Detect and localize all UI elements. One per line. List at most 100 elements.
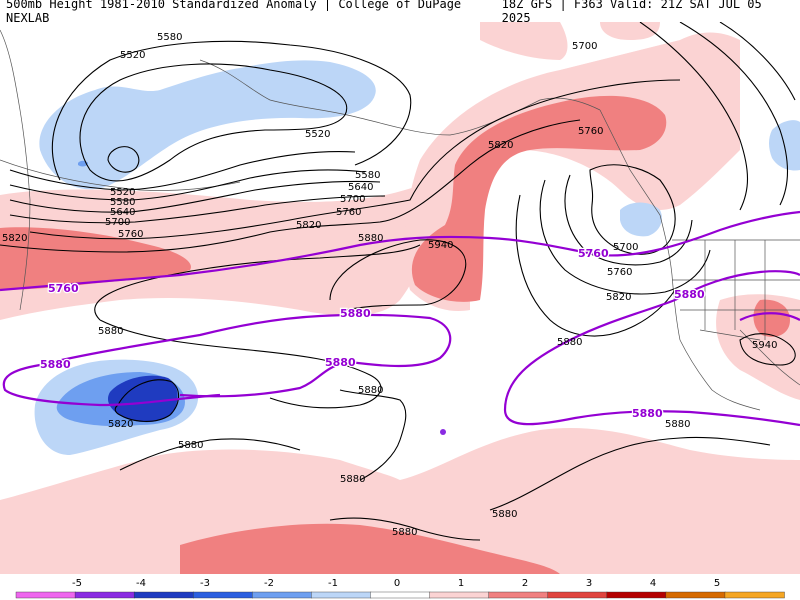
- anomaly-pos-mid-west: [0, 227, 191, 290]
- colorbar-segment: [488, 591, 549, 599]
- purple-5880-right-loop: [739, 312, 800, 321]
- anomaly-pos-light-west-band: [0, 185, 431, 320]
- contour-5820: [0, 119, 581, 253]
- anomaly-pos-mid-east-small: [753, 299, 790, 337]
- contour-5640: [9, 180, 381, 213]
- header-left-title: 500mb Height 1981-2010 Standardized Anom…: [6, 0, 462, 25]
- label-black-12: 5760: [336, 207, 361, 218]
- colorbar-segment: [606, 591, 667, 599]
- colorbar-tick-label: 2: [522, 578, 528, 589]
- anomaly-pos-mid-south: [180, 523, 560, 574]
- header-right-title: 18Z GFS | F363 Valid: 21Z SAT JUL 05 202…: [501, 0, 762, 25]
- contour-5880-middle: [99, 319, 382, 409]
- colorbar-tick-label: 0: [394, 578, 400, 589]
- coastline-alaska: [199, 59, 601, 136]
- contour-5940-east: [739, 333, 796, 366]
- label-black-28: 5880: [178, 440, 203, 451]
- label-black-5: 5700: [340, 194, 365, 205]
- colorbar-segment: [133, 591, 194, 599]
- label-black-0: 5580: [157, 32, 182, 43]
- contour-5580-south: [9, 169, 366, 201]
- label-black-30: 5880: [492, 509, 517, 520]
- border-us-mexico: [699, 329, 761, 341]
- anomaly-hawaii-dot: [440, 429, 446, 435]
- label-black-15: 5880: [98, 326, 123, 337]
- label-black-2: 5520: [305, 129, 330, 140]
- anomaly-neg-dark-west-low: [107, 375, 178, 423]
- contour-5880-central: [339, 389, 407, 481]
- colorbar-bar: [15, 591, 785, 599]
- colorbar-tick-label: -2: [264, 578, 274, 589]
- contour-5700: [9, 195, 386, 224]
- label-black-9: 5700: [105, 217, 130, 228]
- label-black-11: 5820: [2, 233, 27, 244]
- purple-5880-middle: [39, 313, 452, 398]
- black-contour-labels: 5580 5520 5520 5580 5640 5700 5520 5580 …: [2, 32, 777, 538]
- purple-5880-east-upper: [674, 270, 800, 301]
- contour-5820-east: [539, 179, 711, 295]
- colorbar-tick-label: -1: [328, 578, 338, 589]
- contour-5760-east: [564, 174, 693, 266]
- contour-trough-5700: [589, 164, 676, 255]
- label-purple-0: 5760: [48, 282, 79, 295]
- colorbar-segment: [547, 591, 608, 599]
- anomaly-colorbar: -5 -4 -3 -2 -1 0 1 2 3 4 5: [0, 574, 800, 600]
- label-black-29: 5880: [340, 474, 365, 485]
- label-black-20: 5880: [557, 337, 582, 348]
- label-black-10: 5760: [118, 229, 143, 240]
- colorbar-segment: [311, 591, 372, 599]
- label-black-4: 5640: [348, 182, 373, 193]
- contour-right-northeast-2: [679, 22, 788, 206]
- contour-right-northeast-3: [719, 22, 796, 101]
- purple-contour-labels: 5760 5760 5880 5880 5880 5880 5880: [39, 246, 706, 422]
- colorbar-segment: [370, 591, 431, 599]
- anomaly-pos-light-top-middle: [480, 22, 568, 60]
- label-black-24: 5880: [358, 385, 383, 396]
- label-black-14: 5880: [358, 233, 383, 244]
- climatology-contours-purple: [0, 210, 800, 427]
- contour-5520-inner: [79, 63, 348, 182]
- coastline-baja: [679, 339, 761, 411]
- label-black-1: 5520: [120, 50, 145, 61]
- contour-right-northeast-1: [639, 22, 748, 211]
- label-purple-5: 5880: [674, 288, 705, 301]
- colorbar-segment: [74, 591, 135, 599]
- contour-5880-east: [515, 194, 676, 337]
- colorbar-segment: [665, 591, 726, 599]
- label-black-16: 5940: [428, 240, 453, 251]
- label-black-6: 5520: [110, 187, 135, 198]
- label-black-17: 5700: [572, 41, 597, 52]
- purple-5760: [0, 210, 800, 292]
- contour-west-low-5820: [114, 379, 180, 422]
- label-purple-6: 5880: [632, 407, 663, 420]
- colorbar-tick-label: -3: [200, 578, 210, 589]
- contour-5520-south: [9, 151, 356, 191]
- label-black-21: 5700: [613, 242, 638, 253]
- label-purple-2: 5880: [340, 307, 371, 320]
- map-canvas: 5580 5520 5520 5580 5640 5700 5520 5580 …: [0, 22, 800, 574]
- label-black-23: 5820: [606, 292, 631, 303]
- label-purple-1: 5760: [578, 247, 609, 260]
- anomaly-neg-light-low-center: [620, 202, 662, 237]
- purple-5880-east: [503, 298, 800, 427]
- map-header: 500mb Height 1981-2010 Standardized Anom…: [0, 0, 800, 25]
- colorbar-segment: [429, 591, 490, 599]
- purple-5880-west-arc: [2, 363, 221, 407]
- colorbar-tick-labels: -5 -4 -3 -2 -1 0 1 2 3 4 5: [72, 578, 720, 589]
- anomaly-shading: [0, 22, 800, 574]
- coastlines: [0, 29, 800, 411]
- label-black-26: 5880: [665, 419, 690, 430]
- contour-5880-south-west: [119, 438, 301, 471]
- label-black-27: 5820: [108, 419, 133, 430]
- contour-5520-low-core: [107, 146, 140, 173]
- anomaly-neg-light-northwest: [39, 60, 376, 190]
- colorbar-tick-label: -4: [136, 578, 146, 589]
- label-black-31: 5880: [392, 527, 417, 538]
- colorbar-segment: [15, 591, 76, 599]
- height-contours-black: [0, 22, 796, 541]
- label-black-22: 5760: [607, 267, 632, 278]
- contour-5880-west: [94, 244, 421, 321]
- anomaly-pos-light-north-arc: [404, 32, 740, 311]
- label-purple-4: 5880: [325, 356, 356, 369]
